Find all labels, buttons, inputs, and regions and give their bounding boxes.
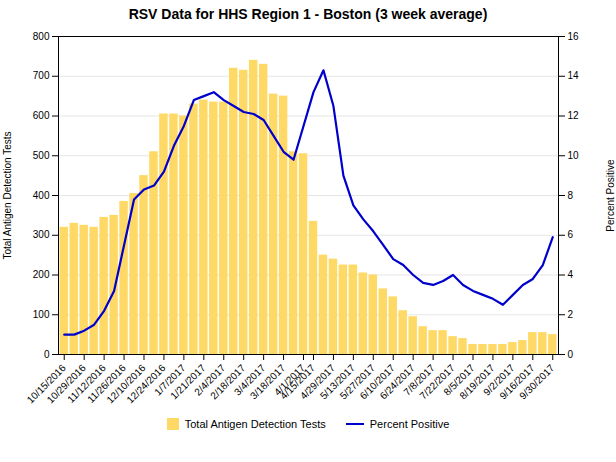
svg-text:10: 10 [568,150,580,161]
svg-text:4: 4 [568,269,574,280]
svg-text:4/1/2017: 4/1/2017 [271,362,308,398]
svg-text:8: 8 [568,190,574,201]
svg-text:2: 2 [568,309,574,320]
html-text:Percent Positive: Percent Positive [369,418,450,430]
svg-text:600: 600 [33,110,50,121]
svg-text:8/5/2017: 8/5/2017 [441,362,477,398]
svg-text:12: 12 [568,110,580,121]
svg-text:400: 400 [33,190,50,201]
svg-text:12/10/2016: 12/10/2016 [104,362,148,406]
svg-text:800: 800 [33,31,50,42]
svg-text:Percent Positive: Percent Positive [605,159,616,232]
svg-text:9/30/2017: 9/30/2017 [517,362,557,402]
svg-text:1/7/2017: 1/7/2017 [152,362,188,398]
svg-text:100: 100 [33,309,50,320]
svg-text:14: 14 [568,70,580,81]
svg-text:16: 16 [568,31,580,42]
html-text:RSV Data for HHS Region 1 - Bo: RSV Data for HHS Region 1 - Boston (3 we… [128,6,488,22]
svg-text:4/29/2017: 4/29/2017 [297,362,338,402]
svg-text:11/12/2016: 11/12/2016 [65,362,108,405]
svg-text:2/4/2017: 2/4/2017 [192,362,228,398]
svg-text:10/29/2016: 10/29/2016 [44,362,88,406]
svg-text:9/2/2017: 9/2/2017 [481,362,517,398]
svg-text:6/24/2017: 6/24/2017 [377,362,417,402]
svg-text:11/26/2016: 11/26/2016 [85,362,128,405]
svg-text:6/10/2017: 6/10/2017 [357,362,397,402]
svg-text:Total Antigen Detection Tests: Total Antigen Detection Tests [2,131,13,259]
svg-text:12/24/2016: 12/24/2016 [124,362,168,406]
svg-text:1/21/2017: 1/21/2017 [168,362,208,402]
svg-text:7/22/2017: 7/22/2017 [417,362,457,402]
svg-text:200: 200 [33,269,50,280]
svg-text:0: 0 [568,349,574,360]
svg-text:2/18/2017: 2/18/2017 [208,362,248,402]
svg-text:10/15/2016: 10/15/2016 [24,362,68,406]
svg-text:0: 0 [44,349,50,360]
svg-text:5/27/2017: 5/27/2017 [337,362,377,402]
svg-text:9/16/2017: 9/16/2017 [497,362,537,402]
svg-text:5/13/2017: 5/13/2017 [317,362,357,402]
svg-text:4/15/2017: 4/15/2017 [277,362,318,402]
html-text:Total Antigen Detection Tests: Total Antigen Detection Tests [184,418,326,430]
svg-text:7/8/2017: 7/8/2017 [401,362,437,398]
svg-text:3/18/2017: 3/18/2017 [248,362,288,402]
svg-text:3/4/2017: 3/4/2017 [232,362,268,398]
svg-text:8/19/2017: 8/19/2017 [457,362,497,402]
svg-text:500: 500 [33,150,50,161]
svg-text:6: 6 [568,229,574,240]
svg-text:700: 700 [33,70,50,81]
svg-text:300: 300 [33,229,50,240]
